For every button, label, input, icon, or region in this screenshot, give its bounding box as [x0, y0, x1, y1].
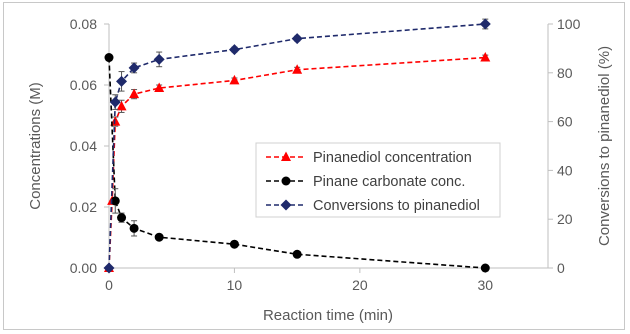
right-axis-title: Conversions to pinanediol (%) — [596, 46, 613, 246]
data-point — [129, 223, 139, 233]
data-point — [116, 75, 128, 87]
data-point — [129, 88, 140, 99]
right-tick-label: 0 — [557, 260, 565, 276]
right-tick-label: 60 — [557, 114, 573, 130]
legend: Pinanediol concentration Pinane carbonat… — [255, 142, 501, 218]
data-point — [480, 263, 490, 273]
data-point — [110, 196, 120, 206]
right-tick-label: 40 — [557, 162, 573, 178]
legend-label: Conversions to pinanediol — [313, 198, 480, 214]
right-tick-label: 80 — [557, 65, 573, 81]
right-tick-label: 20 — [557, 211, 573, 227]
x-tick-labels: 0 10 20 30 — [105, 277, 493, 293]
data-point — [292, 249, 302, 259]
left-tick-label: 0.08 — [70, 16, 97, 32]
left-tick-label: 0.00 — [70, 260, 97, 276]
legend-label: Pinanediol concentration — [313, 150, 472, 166]
left-axis-title: Concentrations (M) — [27, 82, 44, 210]
legend-box — [255, 142, 501, 218]
data-point — [292, 64, 303, 74]
data-point — [116, 100, 127, 111]
data-point — [291, 33, 303, 45]
x-axis-title: Reaction time (min) — [263, 307, 393, 324]
data-point — [228, 44, 240, 56]
left-tick-label: 0.06 — [70, 77, 97, 93]
right-tick-labels: 0 20 40 60 80 100 — [557, 16, 581, 276]
left-tick-label: 0.04 — [70, 138, 97, 154]
legend-label: Pinane carbonate conc. — [313, 174, 465, 190]
data-point — [229, 239, 239, 249]
data-point — [479, 18, 491, 30]
x-tick-label: 20 — [352, 277, 368, 293]
left-tick-labels: 0.00 0.02 0.04 0.06 0.08 — [70, 16, 97, 276]
data-point — [229, 74, 240, 85]
data-point — [480, 52, 491, 62]
x-tick-label: 10 — [227, 277, 243, 293]
data-point — [154, 82, 165, 93]
x-tick-label: 0 — [105, 277, 113, 293]
right-tick-label: 100 — [557, 16, 581, 32]
series-circle — [104, 53, 490, 273]
data-point — [281, 176, 291, 186]
series-diamond — [103, 18, 491, 274]
data-point — [153, 53, 165, 65]
data-point — [281, 151, 291, 161]
data-point — [154, 232, 164, 242]
left-tick-label: 0.02 — [70, 199, 97, 215]
data-point — [280, 199, 292, 211]
plot-area — [103, 18, 491, 274]
legend-marks — [266, 151, 306, 211]
data-point — [128, 62, 140, 74]
data-point — [104, 53, 114, 63]
data-point — [117, 213, 127, 223]
data-point — [109, 96, 121, 108]
data-point — [103, 262, 115, 274]
x-tick-label: 30 — [477, 277, 493, 293]
